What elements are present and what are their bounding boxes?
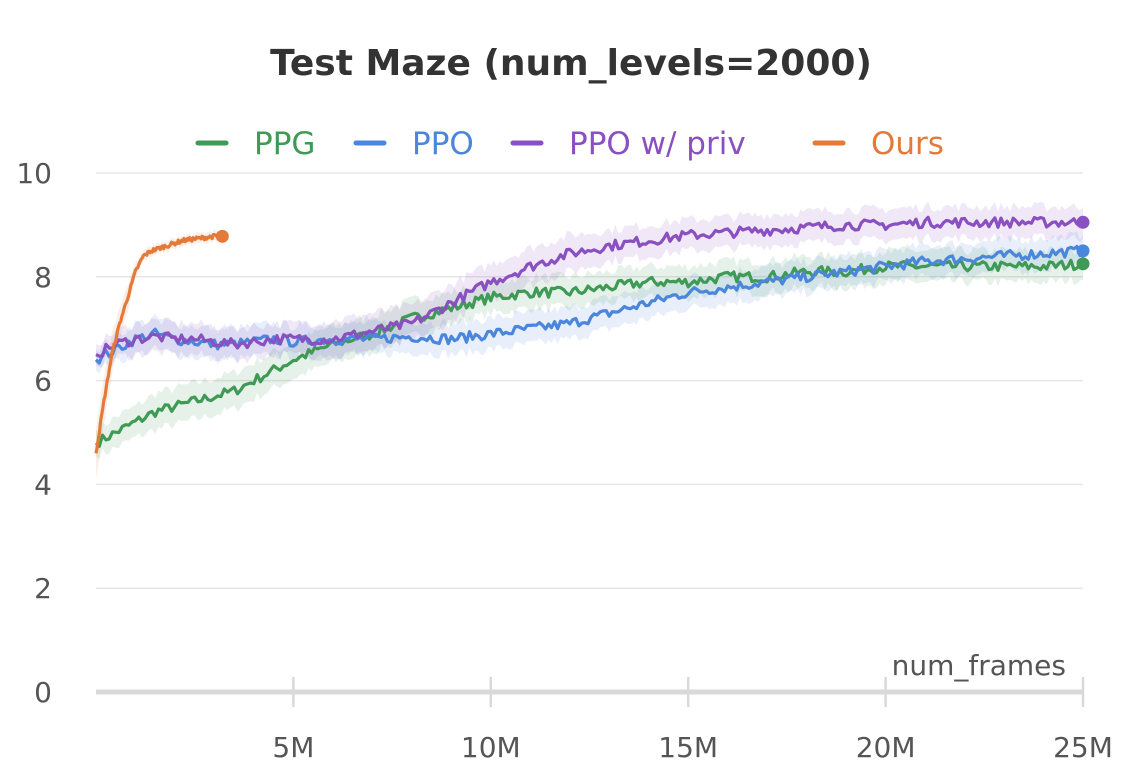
legend-item-ppo[interactable]: PPO xyxy=(353,126,474,162)
x-tick-label-25M: 25M xyxy=(1053,731,1113,764)
series-line-ours xyxy=(94,233,224,454)
legend-item-ours[interactable]: Ours xyxy=(812,126,944,162)
x-axis: 5M 10M 15M 20M 25M xyxy=(96,677,1113,764)
legend-label-ppo: PPO xyxy=(412,126,474,162)
series-end-markers xyxy=(215,215,1090,271)
x-tick-label-20M: 20M xyxy=(856,731,916,764)
legend-item-ppo-w-priv[interactable]: PPO w/ priv xyxy=(510,126,746,162)
y-tick-label-4: 4 xyxy=(34,468,52,501)
legend-label-ours: Ours xyxy=(871,126,944,162)
x-tick-label-5M: 5M xyxy=(272,731,314,764)
series-end-marker-ours xyxy=(215,229,229,243)
y-tick-label-8: 8 xyxy=(34,261,52,294)
y-tick-label-0: 0 xyxy=(34,676,52,709)
y-axis-ticks: 0 2 4 6 8 10 xyxy=(16,157,52,709)
legend-item-ppg[interactable]: PPG xyxy=(195,126,315,162)
confidence-bands xyxy=(96,201,1083,480)
series-line-ppg xyxy=(94,258,1084,448)
legend-label-ppg: PPG xyxy=(254,126,315,162)
band-ours xyxy=(96,229,223,480)
x-tick-label-15M: 15M xyxy=(658,731,718,764)
chart-title: Test Maze (num_levels=2000) xyxy=(270,43,872,84)
legend[interactable]: PPG PPO PPO w/ priv Ours xyxy=(195,126,944,162)
series-end-marker-ppo-w-priv xyxy=(1076,215,1090,229)
series-end-marker-ppo xyxy=(1076,244,1090,258)
series-end-marker-ppg xyxy=(1076,257,1090,271)
band-ppo-w-priv xyxy=(96,201,1083,368)
series-lines xyxy=(94,215,1085,454)
series-line-ppo-w-priv xyxy=(95,215,1085,358)
x-tick-label-10M: 10M xyxy=(461,731,521,764)
x-axis-label: num_frames xyxy=(892,649,1066,682)
y-tick-label-2: 2 xyxy=(34,572,52,605)
y-tick-label-6: 6 xyxy=(34,365,52,398)
legend-label-ppo-w-priv: PPO w/ priv xyxy=(569,126,746,162)
y-tick-label-10: 10 xyxy=(16,157,52,190)
